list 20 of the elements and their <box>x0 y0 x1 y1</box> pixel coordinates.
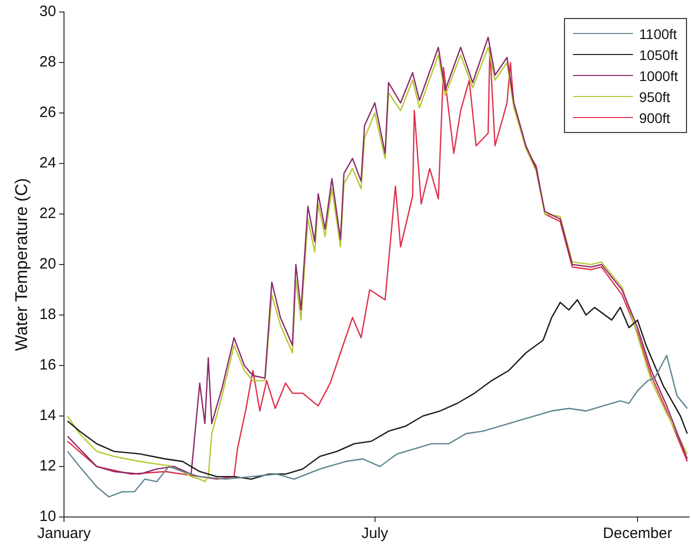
y-tick-label: 10 <box>39 508 56 526</box>
y-tick-label: 14 <box>39 407 56 424</box>
y-tick-label: 24 <box>39 154 56 172</box>
y-tick-label: 16 <box>39 356 56 374</box>
x-tick-label: December <box>602 525 672 542</box>
y-tick-label: 30 <box>39 3 56 20</box>
legend-label: 1000ft <box>639 68 678 84</box>
legend-label: 1100ft <box>639 26 677 42</box>
legend-label: 950ft <box>639 88 670 104</box>
legend-label: 900ft <box>639 110 670 126</box>
y-tick-label: 18 <box>39 306 56 324</box>
x-tick-label: January <box>37 525 92 542</box>
y-tick-label: 26 <box>39 104 56 122</box>
y-tick-label: 12 <box>39 458 56 475</box>
x-tick-label: July <box>361 525 389 542</box>
y-axis-title: Water Temperature (C) <box>12 178 31 351</box>
y-tick-label: 28 <box>39 54 56 71</box>
y-tick-label: 22 <box>39 205 56 222</box>
legend-label: 1050ft <box>639 46 678 62</box>
y-tick-label: 20 <box>39 256 56 273</box>
